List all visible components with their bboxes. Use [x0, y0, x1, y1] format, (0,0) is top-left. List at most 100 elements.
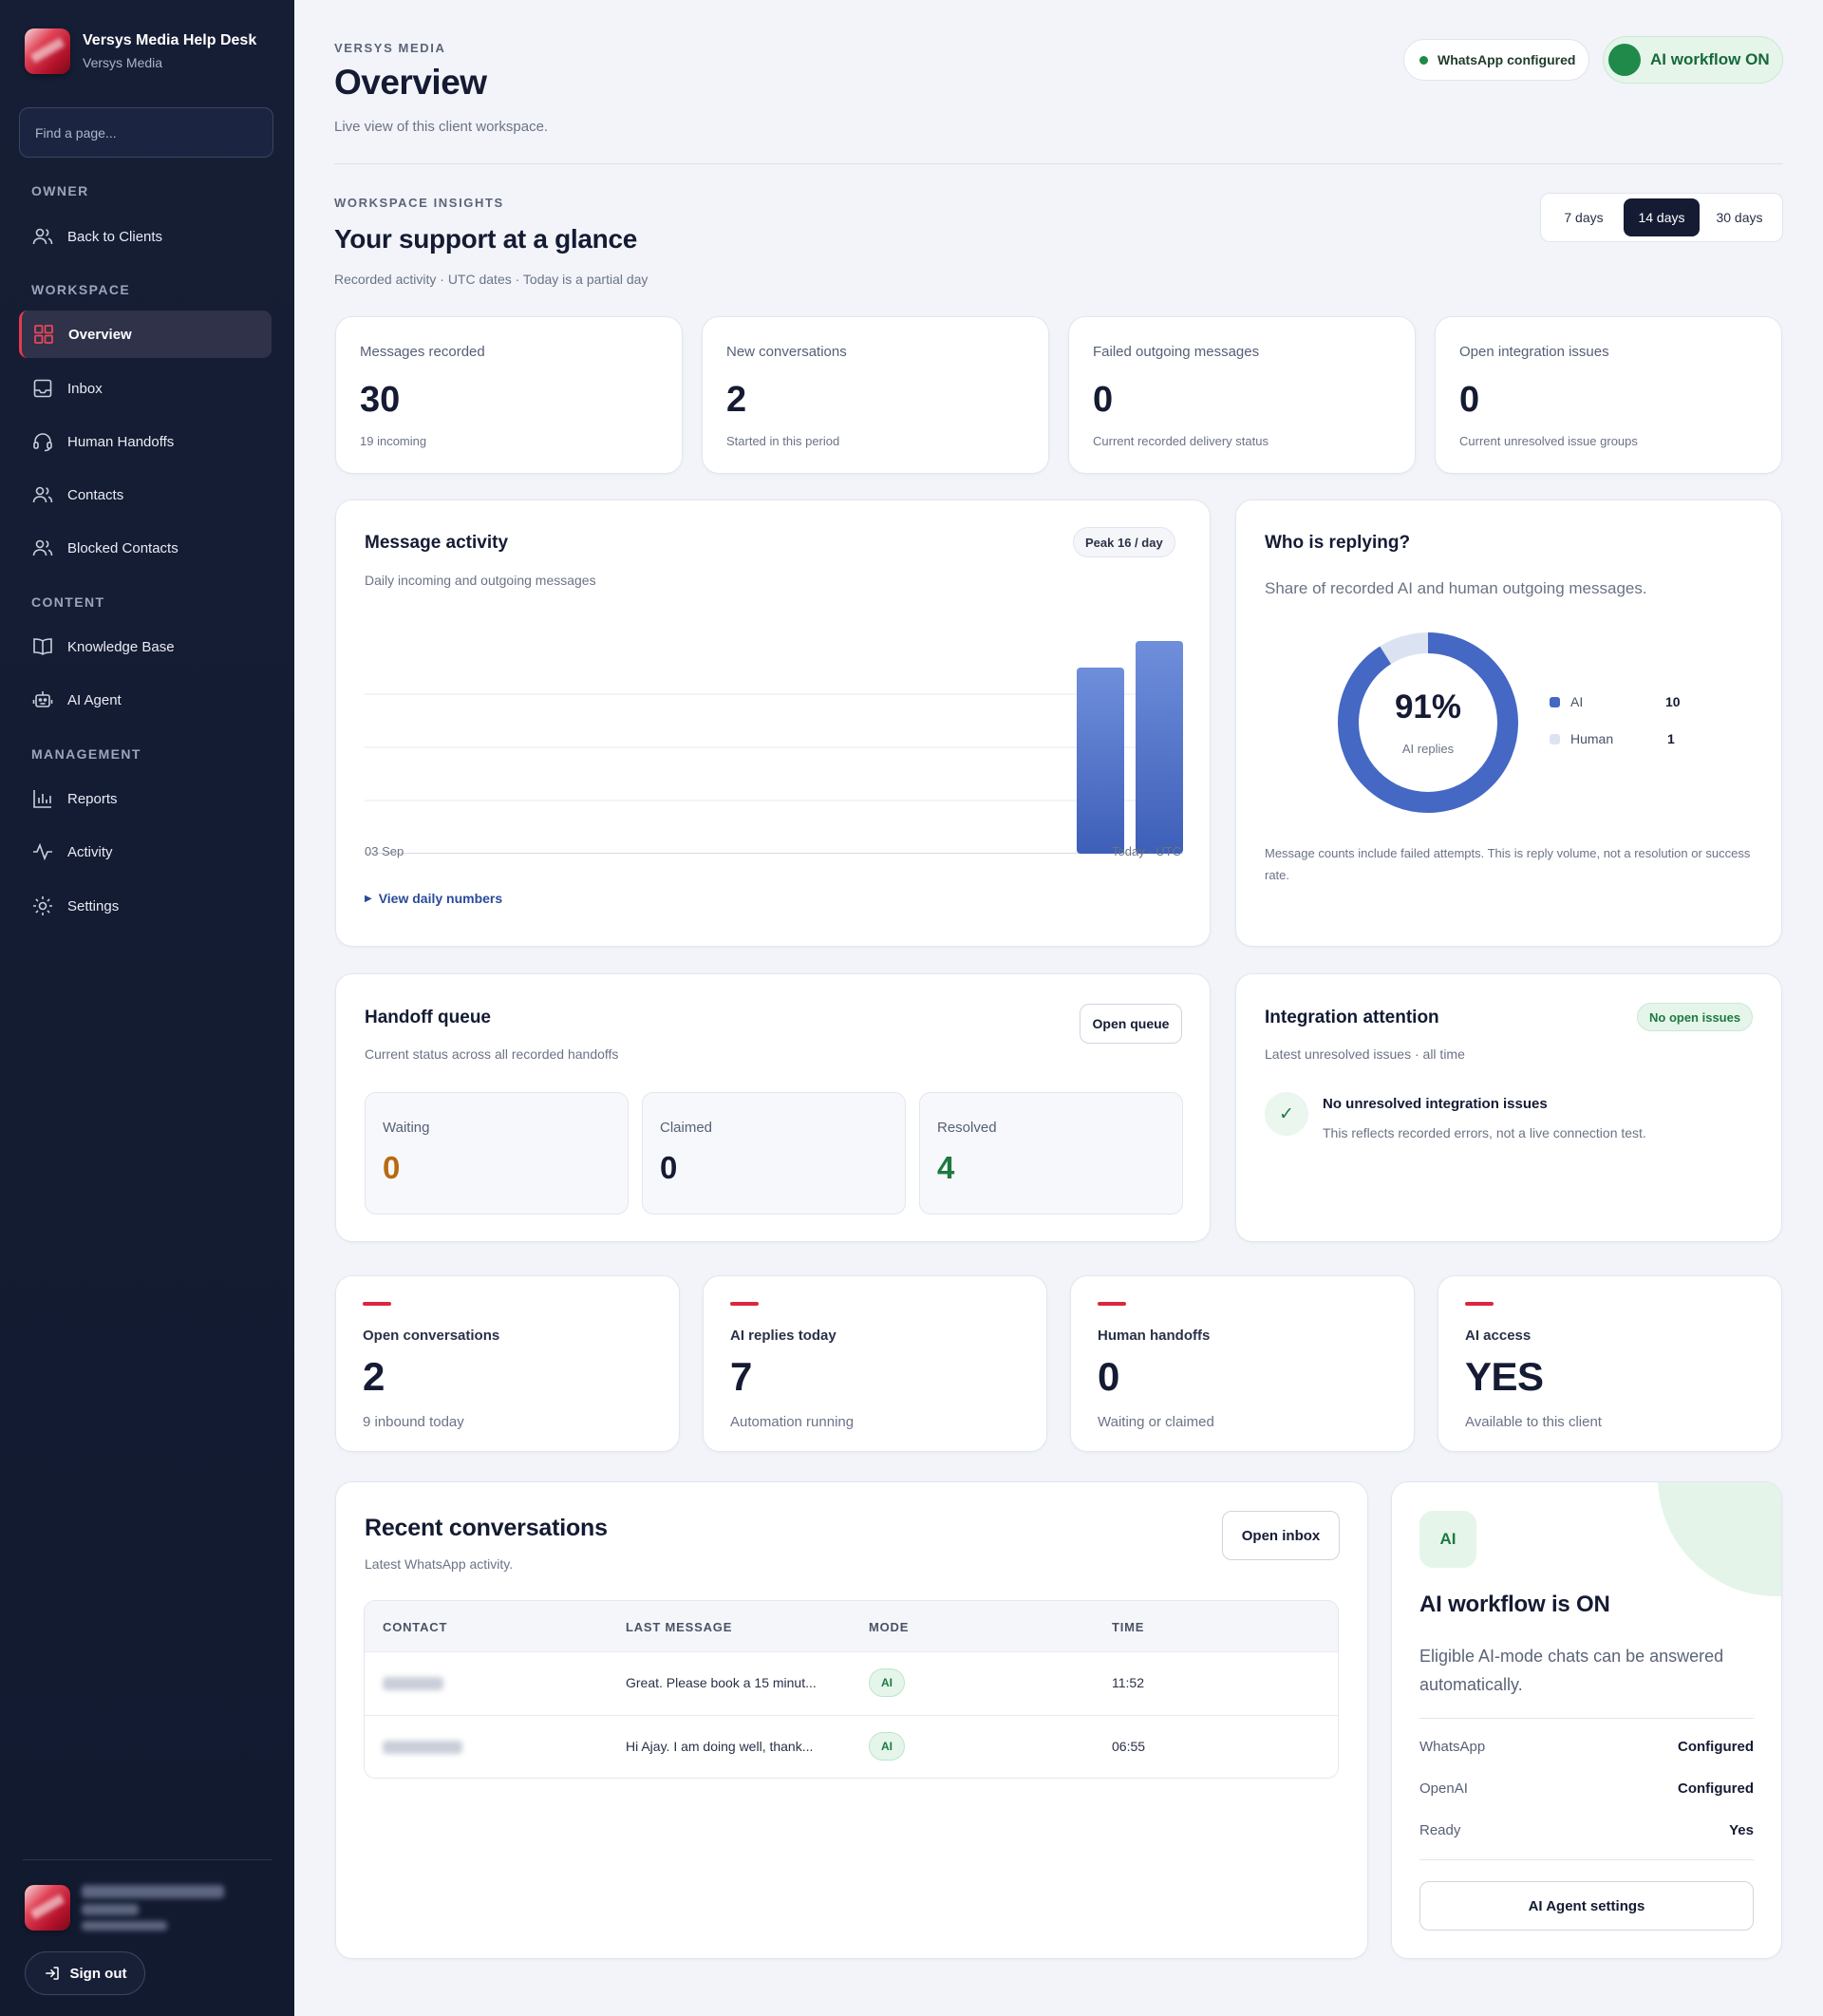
- insights-eyebrow: WORKSPACE INSIGHTS: [334, 196, 504, 210]
- sidebar-item-label: Contacts: [67, 486, 124, 503]
- sidebar-item-reports[interactable]: Reports: [19, 775, 272, 822]
- sidebar-item-blocked-contacts[interactable]: Blocked Contacts: [19, 524, 272, 572]
- card-title: Who is replying?: [1265, 533, 1411, 553]
- sidebar-item-settings[interactable]: Settings: [19, 882, 272, 930]
- kpi-value: 7: [730, 1354, 752, 1399]
- queue-claimed: Claimed 0: [642, 1092, 906, 1215]
- recent-conversations-table: CONTACT LAST MESSAGE MODE TIME Great. Pl…: [364, 1600, 1339, 1779]
- sidebar-item-knowledge-base[interactable]: Knowledge Base: [19, 623, 272, 670]
- range-14-days[interactable]: 14 days: [1624, 198, 1700, 236]
- sign-out-button[interactable]: Sign out: [25, 1951, 145, 1995]
- workflow-key: WhatsApp: [1419, 1739, 1486, 1755]
- reply-share-donut: [1338, 632, 1518, 813]
- sidebar-item-label: Reports: [67, 790, 118, 807]
- workflow-row-whatsapp: WhatsApp Configured: [1419, 1739, 1754, 1755]
- integration-attention-card: Integration attention Latest unresolved …: [1235, 973, 1782, 1242]
- stat-label: Messages recorded: [360, 344, 485, 360]
- stat-label: Failed outgoing messages: [1093, 344, 1260, 360]
- stat-note: Current unresolved issue groups: [1459, 434, 1638, 448]
- kpi-note: Automation running: [730, 1414, 855, 1430]
- decorative-circle: [1658, 1482, 1781, 1596]
- card-title: Message activity: [365, 533, 509, 553]
- kpi-accent-bar: [1098, 1302, 1126, 1306]
- sidebar-item-overview[interactable]: Overview: [19, 311, 272, 358]
- avatar: [25, 1885, 70, 1931]
- sidebar-item-activity[interactable]: Activity: [19, 828, 272, 876]
- card-subtitle: Daily incoming and outgoing messages: [365, 573, 596, 588]
- sidebar-item-contacts[interactable]: Contacts: [19, 471, 272, 518]
- contact-name-redacted: [383, 1741, 462, 1754]
- mode-badge: AI: [869, 1668, 905, 1697]
- sidebar-item-back-to-clients[interactable]: Back to Clients: [19, 213, 272, 260]
- message-activity-card: Message activity Daily incoming and outg…: [335, 499, 1211, 947]
- sidebar-item-inbox[interactable]: Inbox: [19, 365, 272, 412]
- users-icon: [32, 486, 53, 503]
- section-management: MANAGEMENT: [31, 746, 141, 762]
- kpi-card-ai-access: AI access YES Available to this client: [1438, 1275, 1782, 1452]
- brand[interactable]: Versys Media Help Desk Versys Media: [25, 28, 256, 74]
- kpi-label: Open conversations: [363, 1328, 500, 1344]
- open-queue-button[interactable]: Open queue: [1080, 1004, 1182, 1044]
- range-7-days[interactable]: 7 days: [1564, 210, 1604, 225]
- mode-badge: AI: [869, 1732, 905, 1761]
- table-header: CONTACT LAST MESSAGE MODE TIME: [365, 1601, 1338, 1651]
- sidebar-item-label: Overview: [68, 326, 132, 343]
- x-axis-end-label: Today · UTC: [1112, 844, 1181, 858]
- queue-value: 0: [383, 1150, 401, 1185]
- who-is-replying-card: Who is replying? Share of recorded AI an…: [1235, 499, 1782, 947]
- sidebar-item-label: Blocked Contacts: [67, 539, 179, 556]
- card-subtitle: Latest WhatsApp activity.: [365, 1556, 514, 1572]
- search-input[interactable]: Find a page...: [19, 107, 273, 158]
- section-owner: OWNER: [31, 183, 89, 198]
- queue-value: 0: [660, 1150, 678, 1185]
- chart-bar[interactable]: [1136, 641, 1183, 854]
- table-row[interactable]: Hi Ajay. I am doing well, thank... AI 06…: [365, 1715, 1338, 1778]
- workflow-title: AI workflow is ON: [1419, 1592, 1610, 1617]
- user-name-redacted: [82, 1885, 224, 1898]
- peak-badge: Peak 16 / day: [1073, 527, 1175, 557]
- stat-label: Open integration issues: [1459, 344, 1609, 360]
- kpi-note: Waiting or claimed: [1098, 1414, 1214, 1430]
- queue-resolved: Resolved 4: [919, 1092, 1183, 1215]
- stat-card-messages: Messages recorded 30 19 incoming: [335, 316, 683, 474]
- open-inbox-button[interactable]: Open inbox: [1222, 1511, 1340, 1560]
- user-card[interactable]: [25, 1885, 224, 1931]
- legend-label: Human: [1570, 731, 1614, 746]
- chart-bar[interactable]: [1077, 668, 1124, 854]
- workflow-value: Configured: [1678, 1739, 1754, 1755]
- contact-name-redacted: [383, 1677, 443, 1690]
- donut-ai-segment: [1338, 632, 1518, 813]
- ai-workflow-toggle[interactable]: AI workflow ON: [1603, 36, 1783, 84]
- kpi-accent-bar: [1465, 1302, 1494, 1306]
- card-title: Integration attention: [1265, 1008, 1439, 1027]
- stat-value: 2: [726, 380, 747, 420]
- column-header-mode: MODE: [869, 1620, 910, 1634]
- card-title: Recent conversations: [365, 1515, 608, 1541]
- sidebar-item-label: Activity: [67, 843, 113, 860]
- workflow-key: OpenAI: [1419, 1780, 1468, 1797]
- sidebar-item-ai-agent[interactable]: AI Agent: [19, 676, 272, 724]
- gear-icon: [33, 896, 52, 915]
- view-daily-numbers-link[interactable]: ▶ View daily numbers: [365, 891, 502, 906]
- legend-value: 10: [1665, 694, 1681, 709]
- queue-label: Waiting: [383, 1120, 430, 1136]
- sidebar-item-label: Settings: [67, 897, 120, 914]
- check-icon: ✓: [1265, 1092, 1308, 1136]
- header-eyebrow: VERSYS MEDIA: [334, 41, 446, 55]
- ai-agent-settings-button[interactable]: AI Agent settings: [1419, 1881, 1754, 1931]
- stat-value: 30: [360, 380, 401, 420]
- section-workspace: WORKSPACE: [31, 282, 131, 297]
- workflow-divider-2: [1419, 1859, 1754, 1860]
- legend-swatch: [1550, 734, 1560, 744]
- brand-title: Versys Media Help Desk: [83, 32, 257, 48]
- bar-chart-icon: [33, 790, 51, 808]
- sign-out-label: Sign out: [69, 1965, 127, 1982]
- sidebar-item-human-handoffs[interactable]: Human Handoffs: [19, 418, 272, 465]
- legend-label: AI: [1570, 694, 1584, 709]
- column-header-last-message: LAST MESSAGE: [626, 1620, 733, 1634]
- message-activity-chart: [365, 641, 1183, 854]
- message-time: 06:55: [1112, 1739, 1146, 1754]
- workflow-value: Configured: [1678, 1780, 1754, 1797]
- range-30-days[interactable]: 30 days: [1716, 210, 1763, 225]
- table-row[interactable]: Great. Please book a 15 minut... AI 11:5…: [365, 1651, 1338, 1714]
